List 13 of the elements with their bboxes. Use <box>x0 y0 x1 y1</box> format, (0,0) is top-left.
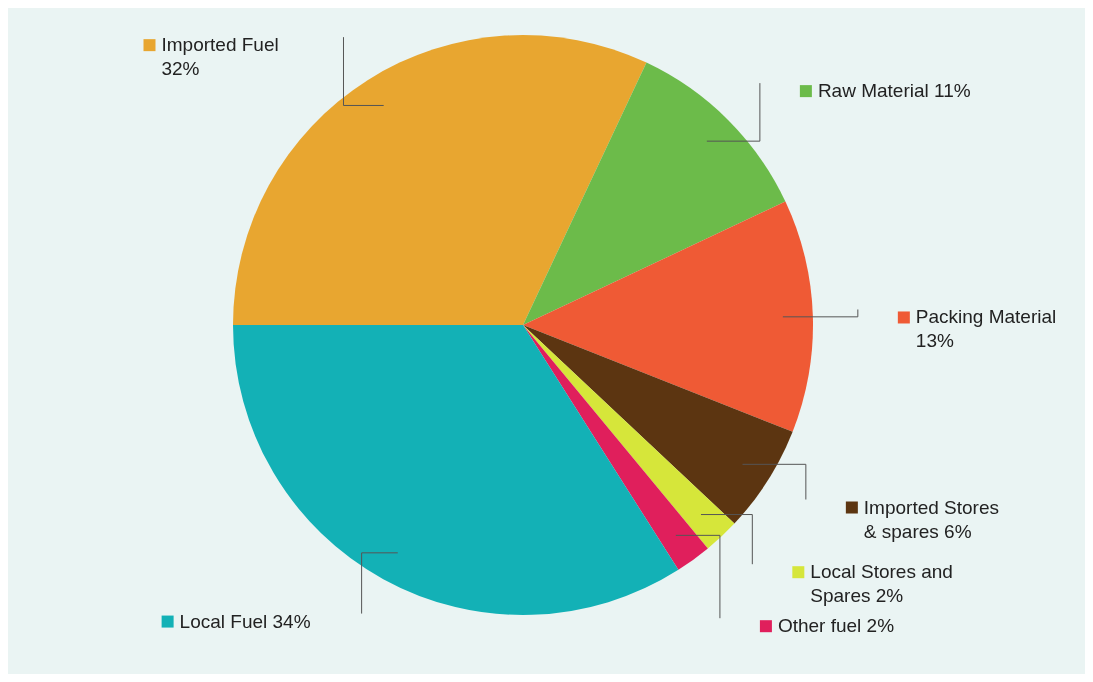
pie-slice <box>523 201 813 432</box>
legend-label: Raw Material 11% <box>817 80 971 102</box>
pie-slice <box>233 325 679 615</box>
legend-label: Local Fuel 34% <box>179 610 311 632</box>
legend-label: Imported Fuel 32% <box>161 34 279 80</box>
pie-slice <box>523 325 735 549</box>
legend-label: Local Stores and Spares 2% <box>810 561 953 607</box>
legend-label: Imported Stores & spares 6% <box>863 496 1000 542</box>
legend-label: Packing Material 13% <box>915 306 1057 352</box>
legend-label: Other fuel 2% <box>777 615 895 637</box>
pie-slice <box>523 325 793 524</box>
pie-slice <box>523 62 786 325</box>
pie-slice <box>523 325 708 570</box>
